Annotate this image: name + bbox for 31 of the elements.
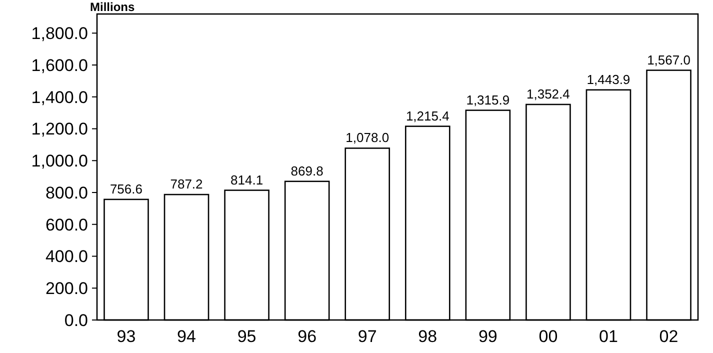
x-tick-label: 93 (116, 327, 136, 346)
y-tick-label: 1,000.0 (31, 152, 88, 171)
y-axis-title: Millions (90, 0, 135, 14)
x-tick-label: 97 (358, 327, 377, 346)
data-label: 1,352.4 (526, 86, 570, 102)
y-tick-label: 800.0 (45, 183, 88, 202)
data-label: 1,078.0 (346, 130, 390, 146)
data-label: 756.6 (110, 181, 143, 196)
x-tick-label: 00 (538, 327, 558, 346)
x-tick-label: 96 (298, 327, 317, 346)
x-tick-label: 94 (177, 327, 196, 346)
y-tick-label: 1,600.0 (31, 56, 88, 75)
data-label: 1,215.4 (406, 108, 450, 124)
data-label: 869.8 (290, 163, 324, 178)
x-tick-label: 98 (418, 327, 438, 346)
x-tick-label: 95 (237, 327, 256, 346)
y-tick-label: 0.0 (64, 310, 88, 330)
y-tick-label: 1,400.0 (31, 88, 88, 107)
y-tick-label: 1,800.0 (31, 24, 88, 44)
y-tick-label: 600.0 (45, 215, 88, 234)
data-label: 787.2 (170, 176, 203, 192)
data-label: 1,567.0 (647, 52, 690, 68)
data-label: 1,315.9 (466, 92, 510, 108)
x-tick-label: 02 (659, 327, 678, 346)
y-tick-label: 1,200.0 (31, 120, 88, 139)
data-label: 1,443.9 (586, 72, 630, 87)
y-tick-label: 400.0 (45, 247, 88, 266)
x-tick-label: 99 (478, 327, 498, 346)
x-tick-label: 01 (599, 327, 618, 346)
data-label: 814.1 (230, 172, 264, 188)
y-tick-label: 200.0 (45, 279, 88, 298)
